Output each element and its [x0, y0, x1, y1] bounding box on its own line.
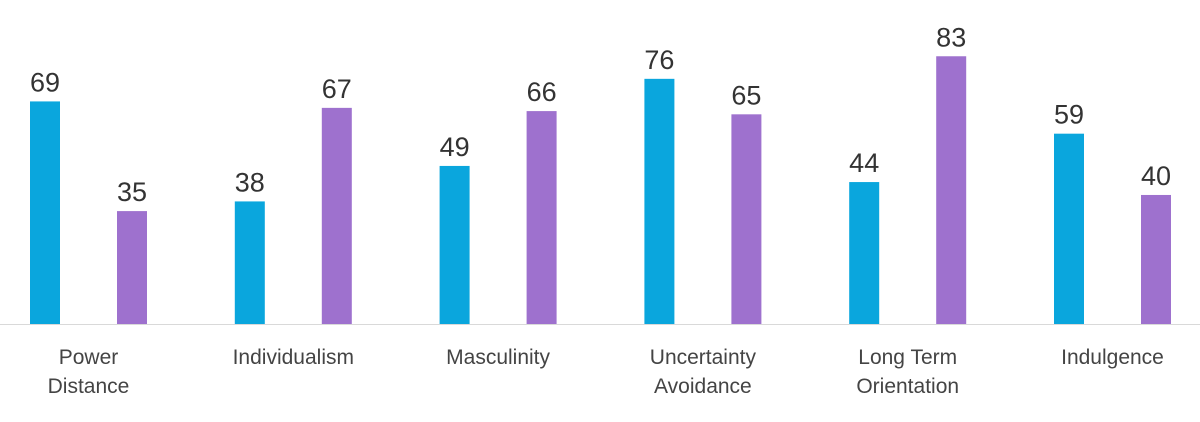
- x-tick-label-line: Orientation: [856, 375, 959, 398]
- value-label-s2-c2: 67: [322, 74, 352, 104]
- x-tick-labels-layer: Power Distance Individualism Masculinity Unc…: [48, 346, 1164, 398]
- bar-s2-c6: [1141, 194, 1171, 324]
- bar-s2-c3: [526, 111, 557, 324]
- value-label-s1-c5: 44: [849, 148, 879, 178]
- bar-s2-c2: [321, 107, 352, 324]
- value-label-s1-c3: 49: [440, 132, 470, 162]
- bar-s1-c1: [30, 101, 60, 324]
- value-label-s2-c1: 35: [117, 177, 147, 207]
- value-label-s2-c3: 66: [527, 77, 557, 107]
- x-tick-label-line: Individualism: [233, 346, 354, 369]
- bar-s2-c1: [117, 211, 147, 324]
- x-tick-label-5: Long Term Orientation: [856, 346, 959, 398]
- x-tick-label-line: Indulgence: [1061, 346, 1164, 369]
- x-tick-label-6: Indulgence: [1061, 346, 1164, 369]
- x-tick-label-3: Masculinity: [446, 346, 550, 369]
- x-tick-label-line: Avoidance: [654, 375, 752, 398]
- bars-layer: [30, 56, 1171, 325]
- value-label-s2-c5: 83: [936, 22, 966, 52]
- value-label-s1-c1: 69: [30, 67, 60, 97]
- x-tick-label-line: Masculinity: [446, 346, 550, 369]
- x-tick-label-1: Power Distance: [48, 346, 130, 398]
- x-tick-label-4: Uncertainty Avoidance: [650, 346, 757, 398]
- x-tick-label-2: Individualism: [233, 346, 354, 369]
- x-tick-label-line: Power: [59, 346, 119, 369]
- value-label-s1-c4: 76: [644, 45, 674, 75]
- bar-s1-c4: [644, 78, 675, 324]
- bar-s1-c3: [439, 165, 470, 324]
- bar-s2-c5: [936, 56, 967, 325]
- x-tick-label-line: Long Term: [858, 346, 957, 369]
- bar-s1-c5: [849, 182, 880, 324]
- value-label-s1-c6: 59: [1054, 100, 1084, 130]
- value-label-s2-c6: 40: [1141, 161, 1171, 191]
- bar-s2-c4: [731, 114, 762, 325]
- value-label-s2-c4: 65: [731, 80, 761, 110]
- x-tick-label-line: Distance: [48, 375, 130, 398]
- value-labels-layer: 69 35 38 67 49 66 76 65 44 83 59 40: [30, 22, 1171, 207]
- bar-s1-c2: [234, 201, 265, 324]
- x-tick-label-line: Uncertainty: [650, 346, 757, 369]
- value-label-s1-c2: 38: [235, 167, 265, 197]
- bar-s1-c6: [1054, 133, 1084, 324]
